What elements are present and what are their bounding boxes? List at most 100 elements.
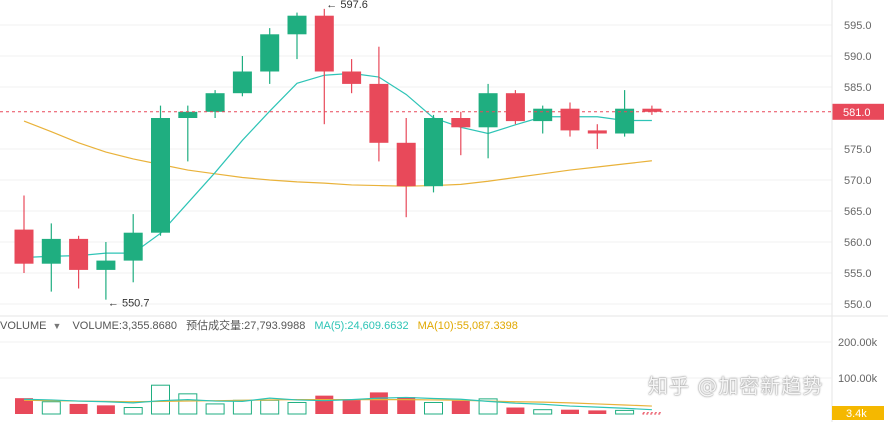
candle-body bbox=[123, 232, 143, 261]
forecast-volume: 预估成交量:27,793.9988 bbox=[186, 320, 306, 332]
volume-bar bbox=[123, 407, 143, 415]
volume-bar bbox=[342, 399, 361, 414]
price-grid bbox=[0, 24, 832, 305]
volume-bar bbox=[205, 403, 225, 415]
volume-bar bbox=[369, 392, 388, 414]
volume-current-tag bbox=[832, 406, 884, 420]
candle bbox=[424, 114, 443, 193]
ma5-line bbox=[23, 72, 652, 259]
volume-value: VOLUME:3,355.8680 bbox=[72, 320, 178, 332]
candle bbox=[41, 223, 61, 292]
candle-body bbox=[314, 15, 334, 72]
candle bbox=[69, 235, 89, 289]
y-tick-label: 550.0 bbox=[844, 299, 872, 311]
y-tick-label: 565.0 bbox=[844, 206, 872, 218]
candle-body bbox=[260, 34, 280, 72]
candle bbox=[205, 90, 225, 118]
candle-body bbox=[178, 111, 198, 118]
candle bbox=[533, 105, 553, 134]
volume-bars bbox=[15, 384, 662, 415]
candle-body bbox=[478, 93, 498, 128]
watermark: 知乎 @加密新趋势 bbox=[648, 374, 824, 398]
ma10-line bbox=[23, 120, 652, 187]
volume-bar bbox=[96, 405, 115, 414]
candle-body bbox=[615, 108, 635, 134]
chevron-down-icon[interactable]: ▼ bbox=[52, 321, 62, 331]
candle-body bbox=[369, 83, 389, 143]
high-low-markers: ← 597.6 ← 550.7 bbox=[108, 0, 368, 310]
candle bbox=[287, 12, 307, 60]
volume-grid bbox=[0, 341, 832, 379]
volume-ma5: MA(5):24,609.6632 bbox=[314, 320, 409, 332]
candle bbox=[615, 90, 635, 137]
candle-body bbox=[396, 142, 416, 187]
volume-bar bbox=[232, 399, 252, 415]
volume-ma5-line bbox=[23, 396, 652, 411]
candles bbox=[14, 8, 662, 300]
candle-body bbox=[533, 108, 553, 122]
volume-bar bbox=[478, 398, 498, 415]
volume-tick-label: 100.00k bbox=[838, 373, 878, 385]
current-price-tag bbox=[832, 103, 884, 120]
volume-bar bbox=[178, 393, 198, 415]
volume-bar bbox=[588, 410, 607, 414]
volume-ma10: MA(10):55,087.3398 bbox=[417, 320, 518, 332]
candle bbox=[505, 90, 525, 125]
candle-body bbox=[205, 93, 225, 112]
candle-body bbox=[424, 118, 443, 187]
y-tick-label: 575.0 bbox=[844, 144, 872, 156]
low-price-label: ← 550.7 bbox=[108, 298, 150, 310]
volume-bar bbox=[260, 399, 280, 415]
volume-axis: 200.00k 100.00k 3.4k bbox=[832, 337, 884, 420]
candle bbox=[96, 242, 116, 300]
high-price-label: ← 597.6 bbox=[326, 0, 368, 11]
y-tick-label: 595.0 bbox=[844, 20, 872, 32]
volume-bar bbox=[397, 397, 416, 414]
volume-tick-label: 200.00k bbox=[838, 337, 878, 349]
candle bbox=[151, 105, 170, 236]
volume-bar bbox=[642, 412, 662, 415]
candle-body bbox=[587, 130, 607, 134]
volume-bar bbox=[151, 384, 170, 415]
candle bbox=[642, 105, 662, 115]
volume-current-label: 3.4k bbox=[846, 408, 867, 420]
candle bbox=[123, 214, 143, 283]
candle-body bbox=[96, 260, 116, 270]
y-tick-label: 555.0 bbox=[844, 268, 872, 280]
candle-body bbox=[41, 238, 61, 264]
candle-body bbox=[287, 15, 307, 35]
candle-body bbox=[505, 93, 525, 122]
y-tick-label: 585.0 bbox=[844, 82, 872, 94]
candle bbox=[478, 83, 498, 159]
volume-ma-lines bbox=[23, 396, 652, 411]
y-tick-label: 590.0 bbox=[844, 51, 872, 63]
volume-bar bbox=[41, 401, 61, 415]
candle-body bbox=[69, 238, 89, 270]
current-price-label: 581.0 bbox=[843, 107, 871, 119]
volume-label[interactable]: VOLUME bbox=[0, 320, 47, 332]
y-tick-label: 570.0 bbox=[844, 175, 872, 187]
moving-average-lines bbox=[23, 72, 652, 259]
volume-bar bbox=[561, 409, 579, 414]
volume-bar bbox=[615, 409, 635, 415]
volume-bar bbox=[533, 409, 553, 415]
candle bbox=[451, 111, 471, 156]
candle bbox=[587, 124, 607, 149]
candle bbox=[314, 8, 334, 125]
candle bbox=[369, 46, 389, 162]
candle bbox=[14, 195, 34, 273]
volume-bar bbox=[15, 398, 33, 414]
candle bbox=[396, 118, 416, 218]
candle-body bbox=[451, 118, 471, 128]
volume-header: VOLUME ▼ VOLUME:3,355.8680 预估成交量:27,793.9… bbox=[0, 318, 836, 334]
volume-bar bbox=[506, 407, 525, 414]
candle bbox=[232, 56, 252, 97]
volume-bar bbox=[424, 401, 443, 415]
candle-body bbox=[232, 71, 252, 94]
candle bbox=[560, 102, 580, 137]
volume-bar bbox=[287, 401, 307, 415]
candle-body bbox=[642, 108, 662, 112]
y-tick-label: 560.0 bbox=[844, 237, 872, 249]
